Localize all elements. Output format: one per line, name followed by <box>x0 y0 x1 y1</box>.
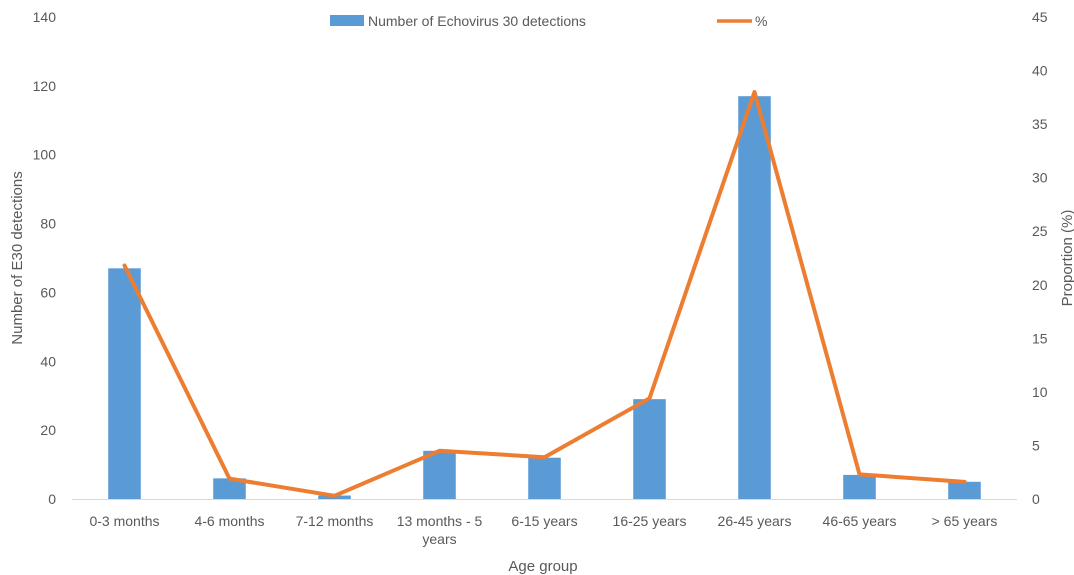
x-tick-label: 16-25 years <box>613 513 687 529</box>
x-tick-label: 7-12 months <box>296 513 374 529</box>
y2-tick-label: 35 <box>1032 116 1048 132</box>
legend-label-line: % <box>755 13 767 29</box>
bar <box>213 478 246 499</box>
bar <box>738 96 771 499</box>
y-tick-label: 0 <box>48 491 56 507</box>
legend-label-bar: Number of Echovirus 30 detections <box>368 13 586 29</box>
y-tick-label: 100 <box>33 147 57 163</box>
x-axis-title: Age group <box>508 558 577 575</box>
y2-tick-label: 40 <box>1032 63 1048 79</box>
plot-area: 0 20 40 60 80 100 120 140 0 5 10 15 20 25 30 35 40 45 0-3 … <box>33 9 1048 547</box>
y2-tick-label: 10 <box>1032 384 1048 400</box>
y2-tick-label: 15 <box>1032 330 1048 346</box>
line-series-percent <box>122 89 967 498</box>
y-tick-label: 20 <box>40 422 56 438</box>
y2-tick-label: 5 <box>1032 437 1040 453</box>
x-tick-label: 46-65 years <box>823 513 897 529</box>
y-tick-label: 40 <box>40 353 56 369</box>
x-tick-label: 13 months - 5 <box>397 513 483 529</box>
y2-axis-title: Proportion (%) <box>1059 210 1074 307</box>
bar <box>528 457 561 499</box>
y-tick-label: 60 <box>40 284 56 300</box>
y2-tick-label: 0 <box>1032 491 1040 507</box>
bar <box>948 481 981 499</box>
x-tick-label: 6-15 years <box>511 513 577 529</box>
y2-tick-label: 30 <box>1032 170 1048 186</box>
y-tick-label: 80 <box>40 216 56 232</box>
legend: Number of Echovirus 30 detections % <box>330 13 767 29</box>
y2-tick-label: 25 <box>1032 223 1048 239</box>
x-tick-label: 4-6 months <box>194 513 264 529</box>
y2-tick-label: 20 <box>1032 277 1048 293</box>
bar <box>633 399 666 499</box>
x-tick-label: 0-3 months <box>89 513 159 529</box>
y-axis-title: Number of E30 detections <box>9 171 26 344</box>
x-tick-label: > 65 years <box>932 513 998 529</box>
x-tick-label: years <box>422 531 456 547</box>
bar <box>423 450 456 499</box>
x-tick-label: 26-45 years <box>718 513 792 529</box>
y-tick-label: 140 <box>33 9 57 25</box>
legend-swatch-bar <box>330 15 364 26</box>
y2-tick-label: 45 <box>1032 9 1048 25</box>
y-tick-label: 120 <box>33 78 57 94</box>
bar <box>843 474 876 499</box>
bar <box>108 268 141 499</box>
